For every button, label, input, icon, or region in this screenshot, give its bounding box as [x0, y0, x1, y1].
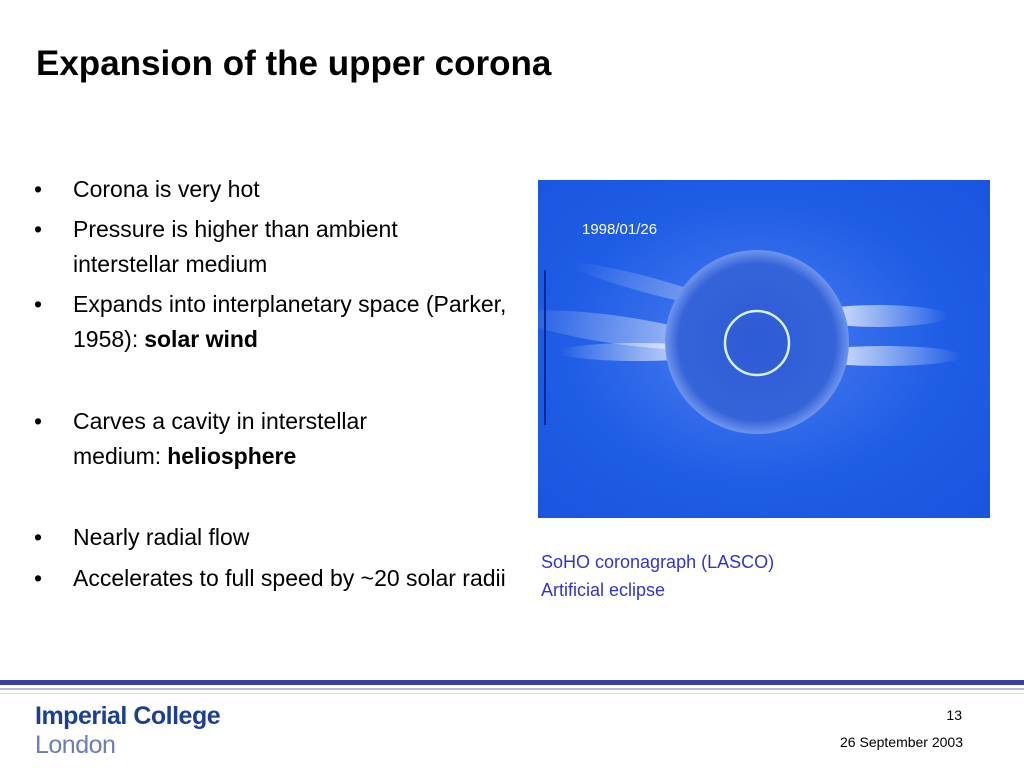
bullet: • Expands into interplanetary space (Park… [34, 291, 507, 352]
bullet-text: Accelerates to full speed by ~20 solar r… [73, 565, 506, 591]
bullet: • Accelerates to full speed by ~20 solar … [34, 565, 506, 591]
bullet: • Carves a cavity in interstellar medium:… [34, 408, 367, 469]
footer-rule [0, 680, 1024, 685]
logo-line: London [35, 731, 116, 759]
bullet: • Pressure is higher than ambient interst… [34, 216, 398, 277]
footer-date: 26 September 2003 [840, 734, 963, 750]
caption-line: Artificial eclipse [541, 580, 666, 600]
bullet: • Corona is very hot [34, 176, 260, 202]
bullet-text: Expands into interplanetary space (Parke… [73, 291, 507, 352]
bullet-text: Pressure is higher than ambient interste… [73, 216, 398, 277]
coronagraph-image: 1998/01/26 [538, 180, 990, 518]
footer-rule [0, 688, 1024, 690]
image-timestamp: 1998/01/26 [582, 221, 657, 238]
bullet-text: Carves a cavity in interstellar medium: [73, 408, 367, 469]
bullet-bold: solar wind [144, 326, 258, 352]
bullet-text: Nearly radial flow [73, 524, 250, 550]
bullet-text: Corona is very hot [73, 176, 260, 202]
footer-rule [0, 693, 1024, 694]
page-number: 13 [946, 707, 962, 723]
bullet: • Nearly radial flow [34, 524, 250, 550]
logo-line: Imperial College [35, 702, 221, 730]
slide-title: Expansion of the upper corona [36, 44, 552, 83]
bullet-bold: heliosphere [167, 443, 297, 469]
caption-line: SoHO coronagraph (LASCO) [541, 552, 775, 572]
